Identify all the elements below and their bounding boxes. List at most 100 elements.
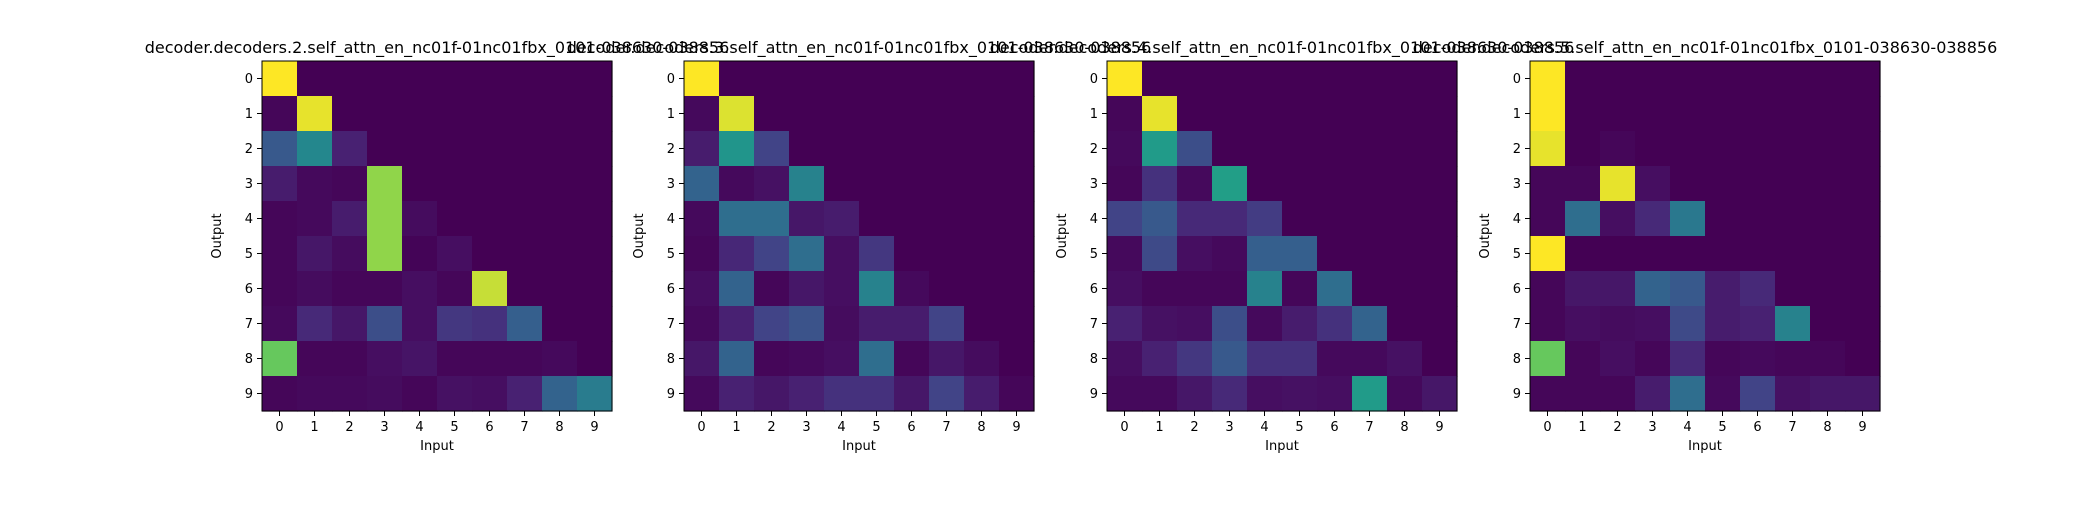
heatmap-cell xyxy=(999,131,1035,167)
x-axis-label: Input xyxy=(420,439,454,454)
heatmap-cell xyxy=(684,236,720,272)
heatmap-cell xyxy=(1705,306,1741,342)
heatmap-cell xyxy=(1775,201,1811,237)
y-tick-label: 5 xyxy=(667,247,675,262)
heatmap-cell xyxy=(332,236,368,272)
heatmap-cell xyxy=(437,376,473,412)
heatmap-cell xyxy=(542,96,578,132)
heatmap-cell xyxy=(1565,166,1601,202)
heatmap-cell xyxy=(1600,96,1636,132)
x-tick-label: 1 xyxy=(310,420,318,435)
heatmap-cell xyxy=(1670,131,1706,167)
heatmap-cell xyxy=(402,131,438,167)
heatmap-cell xyxy=(367,341,403,377)
heatmap-cell xyxy=(859,376,895,412)
heatmap-cell xyxy=(1387,376,1423,412)
y-tick-label: 5 xyxy=(1513,247,1521,262)
heatmap-cell xyxy=(684,306,720,342)
heatmap-cell xyxy=(1247,236,1283,272)
heatmap-cell xyxy=(1845,131,1881,167)
heatmap-cell xyxy=(437,306,473,342)
heatmap-cell xyxy=(1212,236,1248,272)
x-tick-label: 9 xyxy=(1858,420,1866,435)
heatmap-cell xyxy=(1635,376,1671,412)
heatmap-cell xyxy=(754,341,790,377)
heatmap-cell xyxy=(332,341,368,377)
heatmap-cell xyxy=(1247,96,1283,132)
y-axis-label: Output xyxy=(1055,213,1070,258)
heatmap-cell xyxy=(1530,306,1566,342)
axes-frame xyxy=(1529,60,1881,412)
heatmap-cell xyxy=(507,166,543,202)
heatmap-cell xyxy=(402,166,438,202)
x-tick-label: 3 xyxy=(380,420,388,435)
heatmap-cell xyxy=(297,96,333,132)
heatmap-cell xyxy=(1775,61,1811,97)
heatmap-cell xyxy=(542,341,578,377)
heatmap-cell xyxy=(1177,306,1213,342)
y-tick-label: 9 xyxy=(667,387,675,402)
heatmap-cell xyxy=(1600,341,1636,377)
x-tick-label: 4 xyxy=(1683,420,1691,435)
y-tick-label: 7 xyxy=(1513,317,1521,332)
heatmap-cell xyxy=(402,201,438,237)
heatmap-cell xyxy=(684,131,720,167)
heatmap-cell xyxy=(297,131,333,167)
heatmap-cell xyxy=(1317,201,1353,237)
heatmap-cell xyxy=(1565,271,1601,307)
heatmap-cell xyxy=(929,271,965,307)
heatmap-cell xyxy=(789,131,825,167)
y-tick-label: 6 xyxy=(1090,282,1098,297)
heatmap-cell xyxy=(1282,236,1318,272)
heatmap-cell xyxy=(1635,96,1671,132)
heatmap-cell xyxy=(1317,341,1353,377)
heatmap-cell xyxy=(507,61,543,97)
heatmap-cell xyxy=(789,306,825,342)
heatmap-cell xyxy=(472,96,508,132)
heatmap-cell xyxy=(719,271,755,307)
heatmap-cell xyxy=(1317,96,1353,132)
heatmap-cell xyxy=(1810,131,1846,167)
heatmap-cell xyxy=(262,131,298,167)
heatmap-cell xyxy=(1810,236,1846,272)
heatmap-cell xyxy=(1705,96,1741,132)
chart-title: decoder.decoders.5.self_attn_en_nc01f-01… xyxy=(1413,38,1998,58)
heatmap-cell xyxy=(684,96,720,132)
heatmap-cell xyxy=(1177,61,1213,97)
heatmap-cell xyxy=(332,131,368,167)
heatmap-cell xyxy=(684,201,720,237)
y-axis-label: Output xyxy=(210,213,225,258)
heatmap-cell xyxy=(754,96,790,132)
heatmap-cell xyxy=(1810,201,1846,237)
heatmap-cell xyxy=(1635,131,1671,167)
x-tick-label: 7 xyxy=(520,420,528,435)
y-tick-label: 4 xyxy=(667,212,675,227)
heatmap-cell xyxy=(719,96,755,132)
heatmap-cell xyxy=(1422,96,1458,132)
heatmap-cell xyxy=(824,201,860,237)
heatmap-cell xyxy=(1565,341,1601,377)
heatmap-cell xyxy=(1247,201,1283,237)
x-tick-label: 9 xyxy=(1435,420,1443,435)
heatmap-cell xyxy=(859,61,895,97)
heatmap-cell xyxy=(1142,201,1178,237)
y-tick-label: 2 xyxy=(1513,142,1521,157)
heatmap-cell xyxy=(1670,166,1706,202)
heatmap-cell xyxy=(1317,61,1353,97)
heatmap-cell xyxy=(402,236,438,272)
heatmap-cell xyxy=(1600,201,1636,237)
y-tick-label: 4 xyxy=(1513,212,1521,227)
x-tick-label: 0 xyxy=(275,420,283,435)
y-tick-label: 7 xyxy=(245,317,253,332)
heatmap-cell xyxy=(1212,96,1248,132)
heatmap-cell xyxy=(1422,306,1458,342)
heatmap-cell xyxy=(719,201,755,237)
x-tick-label: 4 xyxy=(415,420,423,435)
heatmap-cell xyxy=(1107,201,1143,237)
heatmap-cell xyxy=(577,131,613,167)
heatmap-cell xyxy=(1810,271,1846,307)
heatmap-cell xyxy=(437,341,473,377)
heatmap-cell xyxy=(437,201,473,237)
heatmap-cell xyxy=(999,201,1035,237)
